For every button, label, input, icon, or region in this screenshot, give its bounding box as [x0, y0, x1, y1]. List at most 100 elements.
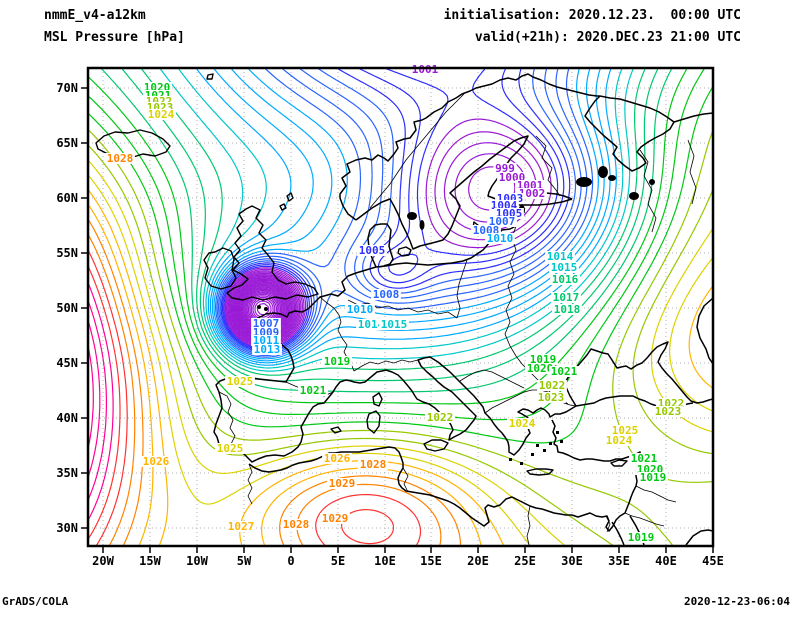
island-coastline — [206, 73, 214, 80]
lon-label: 15E — [420, 554, 442, 568]
lon-label: 5E — [331, 554, 345, 568]
contour-label-mask — [298, 385, 328, 396]
contour-label: 1028 — [283, 518, 310, 531]
contour-label-mask — [545, 251, 575, 262]
contour-label-mask — [638, 472, 668, 483]
contour-label: 1023 — [655, 405, 682, 418]
contour-label-mask — [322, 453, 352, 464]
isobar-1020 — [87, 67, 706, 421]
contour-label-mask — [604, 435, 634, 446]
contour-label: 1011 — [253, 334, 280, 347]
isobar-1017 — [120, 67, 659, 382]
isobar-1014 — [177, 67, 624, 369]
island-coastline — [610, 459, 628, 467]
contour-label-mask — [379, 319, 409, 330]
coastline — [611, 521, 625, 546]
contour-label-mask — [517, 188, 547, 199]
contour-label-mask — [485, 233, 515, 244]
contour-label: 1021 — [631, 452, 658, 465]
contour-label: 1020 — [527, 362, 554, 375]
island-coastline — [526, 468, 554, 476]
contour-label: 1008 — [373, 288, 400, 301]
contour-label: 1001 — [412, 63, 439, 76]
contour-label-mask — [493, 163, 517, 174]
coastline — [565, 341, 714, 407]
low-center-mark — [264, 307, 268, 311]
contour-label-mask — [626, 532, 656, 543]
contour-label: 1007 — [253, 317, 280, 330]
contour-label: 1010 — [347, 303, 374, 316]
lon-label: 40E — [655, 554, 677, 568]
isobar-1032 — [87, 282, 114, 521]
contour-label-mask — [497, 172, 527, 183]
contour-label: 1025 — [612, 424, 639, 437]
contour-label: 1024 — [509, 417, 536, 430]
lake — [576, 177, 592, 187]
lake — [649, 179, 655, 185]
initialisation-time-label: initialisation: 2020.12.23. 00:00 UTC — [443, 8, 741, 23]
contour-label-mask — [371, 289, 401, 300]
country-border — [635, 485, 677, 503]
lon-label: 10E — [374, 554, 396, 568]
coastline — [339, 73, 600, 221]
coastline — [213, 198, 577, 463]
contour-label-mask — [322, 356, 352, 367]
contour-label-mask — [410, 64, 440, 75]
small-island — [543, 449, 546, 452]
render-timestamp-label: 2020-12-23-06:04 — [684, 595, 790, 608]
contour-label: 1010 — [487, 232, 514, 245]
contour-label-mask — [251, 335, 281, 346]
island-coastline — [366, 410, 381, 434]
contour-label: 1021 — [300, 384, 327, 397]
contour-label: 1026 — [324, 452, 351, 465]
country-border — [639, 149, 657, 233]
contour-label-mask — [251, 318, 281, 329]
contour-label-mask — [537, 380, 567, 391]
lon-label: 0 — [287, 554, 294, 568]
contour-label-mask — [327, 478, 357, 489]
contour-label-mask — [144, 96, 174, 107]
contour-label-mask — [635, 464, 665, 475]
country-border — [347, 299, 458, 319]
contour-label-mask — [145, 102, 175, 113]
field-title-label: MSL Pressure [hPa] — [44, 30, 185, 45]
contour-label: 1025 — [227, 375, 254, 388]
contour-label: 1002 — [519, 187, 546, 200]
country-border — [459, 369, 525, 389]
contour-label: 1023 — [538, 391, 565, 404]
contour-label-mask — [251, 327, 281, 338]
lon-label: 30E — [561, 554, 583, 568]
contour-label-mask — [143, 90, 173, 101]
country-border — [624, 512, 665, 527]
small-island — [556, 431, 559, 434]
island-coastline — [203, 247, 237, 290]
isobar-1024 — [87, 159, 714, 547]
lake — [598, 166, 608, 178]
low-center-mark — [257, 305, 261, 309]
country-border — [535, 135, 561, 197]
contour-label: 1015 — [551, 261, 578, 274]
island-coastline — [330, 426, 342, 434]
contour-label: 1022 — [427, 411, 454, 424]
contour-label: 1015 — [381, 318, 408, 331]
contour-label-mask — [551, 292, 581, 303]
lon-label: 25E — [514, 554, 536, 568]
country-border — [526, 505, 531, 546]
island-coastline — [279, 203, 287, 211]
map-frame — [86, 66, 715, 548]
lon-label: 10W — [186, 554, 208, 568]
contour-label: 1007 — [489, 215, 516, 228]
contour-label: 1025 — [217, 442, 244, 455]
contour-label: 1029 — [322, 512, 349, 525]
island-coastline — [397, 246, 412, 257]
contour-label: 1027 — [228, 520, 255, 533]
lon-label: 20W — [92, 554, 114, 568]
lon-label: 5W — [237, 554, 252, 568]
lat-label: 65N — [56, 136, 78, 150]
lat-label: 45N — [56, 356, 78, 370]
contour-label-mask — [656, 398, 686, 409]
contour-label-mask — [550, 274, 580, 285]
small-island — [560, 440, 563, 443]
lat-label: 60N — [56, 191, 78, 205]
